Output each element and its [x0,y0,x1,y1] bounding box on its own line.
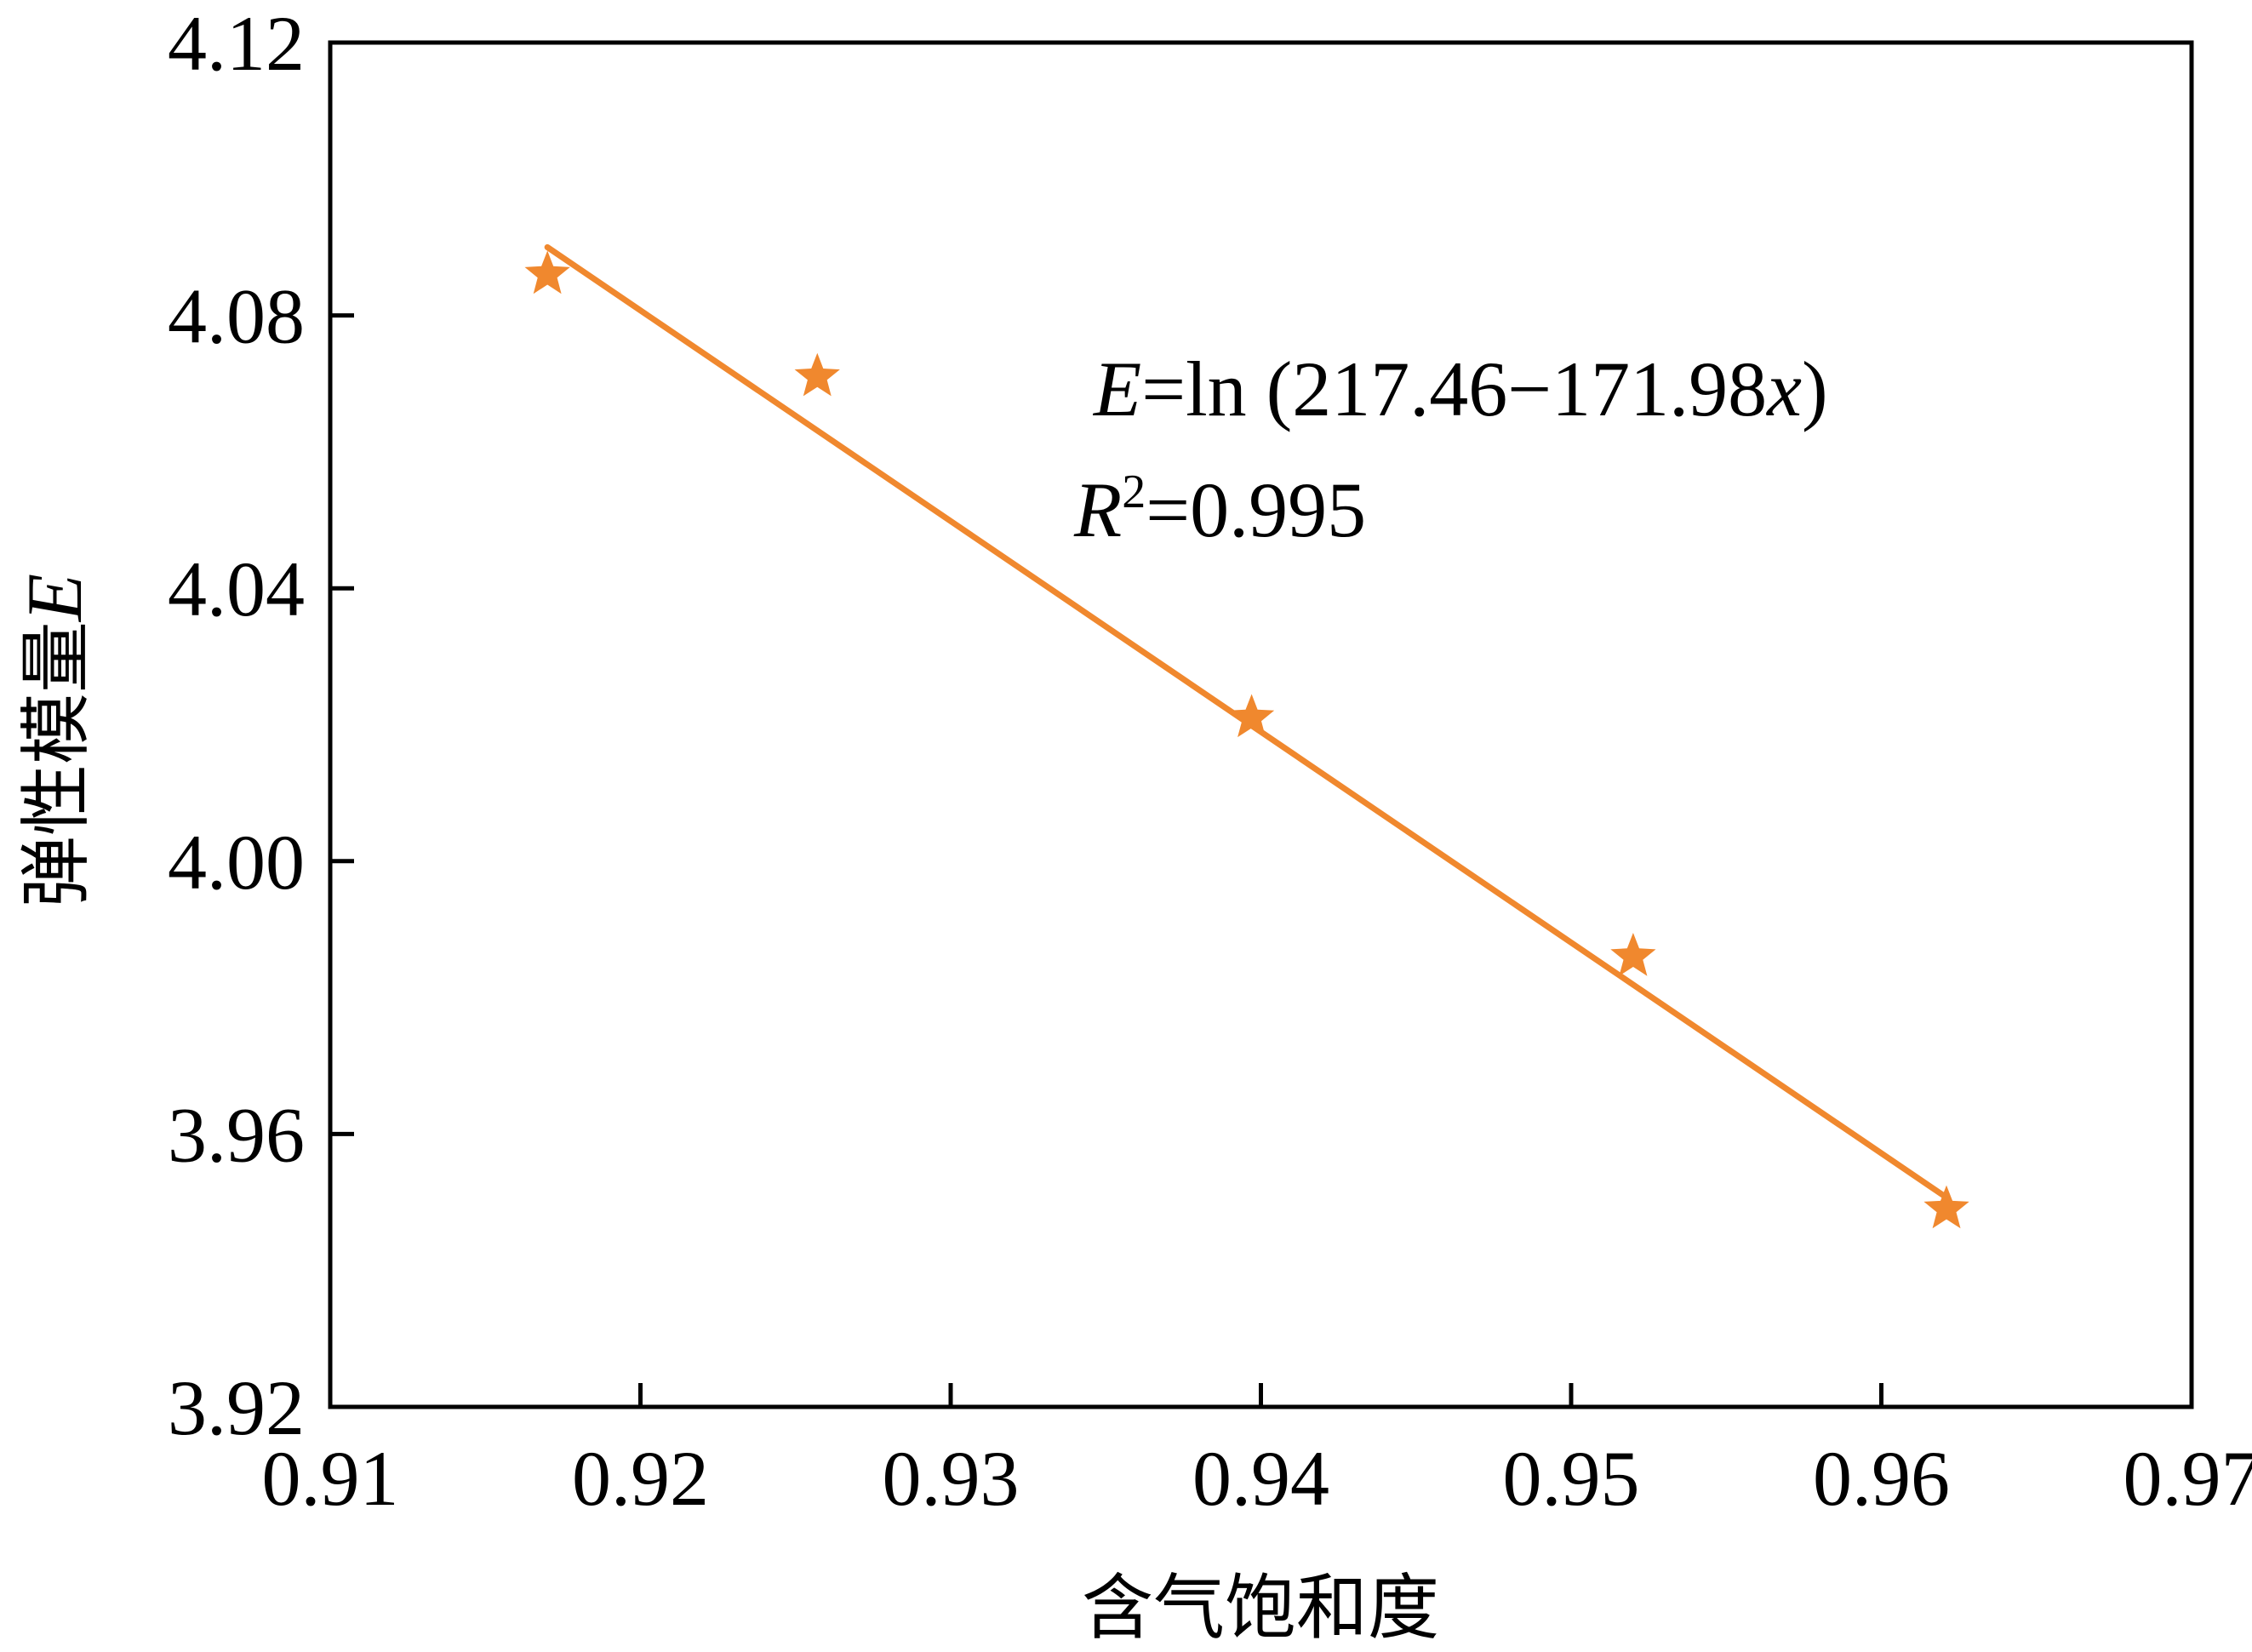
y-axis-title: 弹性模量E [11,574,98,907]
r2-value: =0.995 [1146,466,1366,553]
data-point-star [1610,933,1656,976]
data-point-star [1923,1185,1969,1229]
data-point-star [1228,694,1275,738]
x-axis-ticks: 0.91 0.92 0.93 0.94 0.95 0.96 0.97 [262,1383,2252,1522]
equation-x: x [1765,346,1802,432]
equation-body: =ln (217.46−171.98 [1141,346,1767,432]
y-axis-title-text: 弹性模量 [14,621,98,907]
r-squared-annotation: R2=0.995 [1073,466,1366,553]
y-axis-title-variable: E [11,574,98,623]
x-axis-title: 含气饱和度 [1082,1566,1439,1649]
y-axis-ticks: 3.92 3.96 4.00 4.04 4.08 4.12 [168,0,354,1451]
x-tick-label: 0.92 [572,1435,709,1522]
y-tick-label: 4.04 [168,546,305,632]
x-tick-label: 0.97 [2123,1435,2252,1522]
y-tick-label: 4.12 [168,0,305,87]
equation-close: ) [1802,346,1828,432]
y-tick-label: 4.08 [168,273,305,360]
equation-var: E [1092,346,1141,432]
r2-var: R [1073,466,1122,553]
x-tick-label: 0.94 [1192,1435,1329,1522]
y-tick-label: 4.00 [168,819,305,906]
data-point-star [524,250,570,294]
x-tick-label: 0.91 [262,1435,399,1522]
y-tick-label: 3.92 [168,1364,305,1451]
r2-superscript: 2 [1122,466,1146,518]
equation-annotation: E=ln (217.46−171.98x) [1092,346,1828,432]
y-tick-label: 3.96 [168,1091,305,1178]
x-tick-label: 0.96 [1813,1435,1950,1522]
x-tick-label: 0.95 [1503,1435,1640,1522]
data-points [524,250,1969,1229]
data-point-star [794,352,840,397]
x-tick-label: 0.93 [883,1435,1020,1522]
